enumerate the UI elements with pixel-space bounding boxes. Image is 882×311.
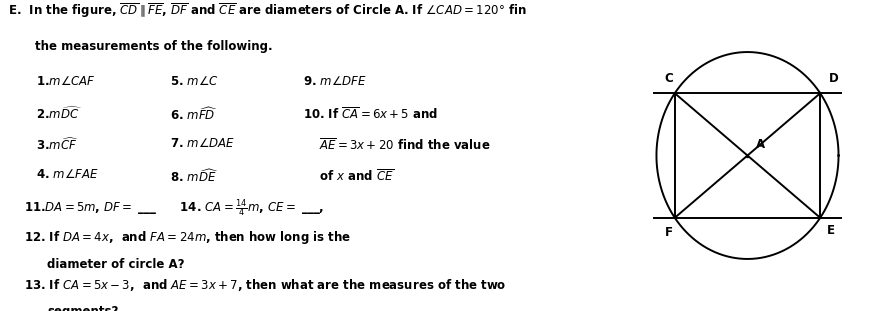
Text: the measurements of the following.: the measurements of the following. bbox=[34, 40, 273, 53]
Text: $\overline{AE} = 3x + 20$ find the value: $\overline{AE} = 3x + 20$ find the value bbox=[303, 137, 490, 153]
Text: 2.$m\widehat{DC}$: 2.$m\widehat{DC}$ bbox=[36, 106, 81, 122]
Text: 6. $m\widehat{FD}$: 6. $m\widehat{FD}$ bbox=[170, 106, 218, 123]
Text: 5. $m\angle C$: 5. $m\angle C$ bbox=[170, 75, 219, 88]
Text: 11.$DA = 5m$, $DF =$ ___      14. $CA = \frac{14}{4}m$, $CE =$ ___,: 11.$DA = 5m$, $DF =$ ___ 14. $CA = \frac… bbox=[24, 197, 325, 219]
Text: F: F bbox=[665, 226, 673, 239]
Text: 10. If $\overline{CA} = 6x + 5$ and: 10. If $\overline{CA} = 6x + 5$ and bbox=[303, 106, 438, 122]
Text: diameter of circle A?: diameter of circle A? bbox=[48, 258, 185, 271]
Text: A: A bbox=[756, 138, 765, 151]
Text: 3.$m\widehat{CF}$: 3.$m\widehat{CF}$ bbox=[36, 137, 78, 153]
Text: 4. $m\angle FAE$: 4. $m\angle FAE$ bbox=[36, 168, 99, 181]
Text: 12. If $DA = 4x$,  and $FA = 24m$, then how long is the: 12. If $DA = 4x$, and $FA = 24m$, then h… bbox=[24, 229, 351, 246]
Text: 1.$m\angle CAF$: 1.$m\angle CAF$ bbox=[36, 75, 96, 88]
Text: E: E bbox=[826, 224, 834, 237]
Text: 9. $m\angle DFE$: 9. $m\angle DFE$ bbox=[303, 75, 367, 88]
Text: D: D bbox=[828, 72, 838, 85]
Text: E.  In the figure, $\overline{CD} \parallel \overline{FE}$, $\overline{DF}$ and : E. In the figure, $\overline{CD} \parall… bbox=[8, 2, 527, 21]
Text: 8. $m\widehat{DE}$: 8. $m\widehat{DE}$ bbox=[170, 168, 219, 185]
Text: C: C bbox=[664, 72, 673, 85]
Text: of $x$ and $\overline{CE}$: of $x$ and $\overline{CE}$ bbox=[303, 168, 393, 184]
Text: 7. $m\angle DAE$: 7. $m\angle DAE$ bbox=[170, 137, 235, 150]
Text: segments?: segments? bbox=[48, 305, 119, 311]
Text: 13. If $CA = 5x - 3$,  and $AE = 3x + 7$, then what are the measures of the two: 13. If $CA = 5x - 3$, and $AE = 3x + 7$,… bbox=[24, 277, 506, 293]
